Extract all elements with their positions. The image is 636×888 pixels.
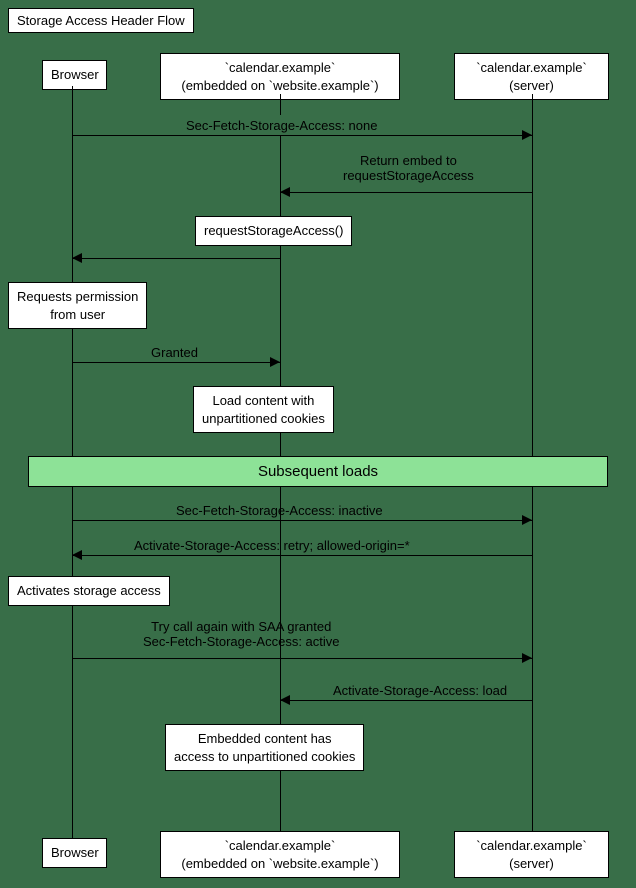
- arrow-m8: [280, 700, 532, 701]
- participant-server-bottom: `calendar.example` (server): [454, 831, 609, 878]
- msg-granted: Granted: [145, 342, 204, 363]
- arrow-m8-head: [280, 695, 290, 705]
- participant-browser-top: Browser: [42, 60, 107, 90]
- participant-browser-bottom: Browser: [42, 838, 107, 868]
- phase-subsequent-loads: Subsequent loads: [28, 456, 608, 487]
- arrow-m4-head: [270, 357, 280, 367]
- diagram-title: Storage Access Header Flow: [8, 8, 194, 33]
- arrow-m5-head: [522, 515, 532, 525]
- arrow-m1-head: [522, 130, 532, 140]
- arrow-m6-head: [72, 550, 82, 560]
- msg-activate-retry: Activate-Storage-Access: retry; allowed-…: [128, 535, 416, 556]
- msg-sec-fetch-inactive: Sec-Fetch-Storage-Access: inactive: [170, 500, 389, 521]
- arrow-m6: [72, 555, 532, 556]
- arrow-m7-head: [522, 653, 532, 663]
- embed-label-b1: `calendar.example`: [225, 838, 336, 853]
- arrow-m3-head: [72, 253, 82, 263]
- arrow-m2: [280, 192, 532, 193]
- embed-label-2: (embedded on `website.example`): [181, 78, 378, 93]
- note-load-content: Load content with unpartitioned cookies: [193, 386, 334, 433]
- note-activates-storage: Activates storage access: [8, 576, 170, 606]
- arrow-m4: [72, 362, 280, 363]
- note-embedded-access: Embedded content has access to unpartiti…: [165, 724, 364, 771]
- msg-sec-fetch-none: Sec-Fetch-Storage-Access: none: [180, 115, 383, 136]
- embed-label-1: `calendar.example`: [225, 60, 336, 75]
- participant-embed-bottom: `calendar.example` (embedded on `website…: [160, 831, 400, 878]
- arrow-m3: [72, 258, 280, 259]
- msg-return-embed: Return embed to requestStorageAccess: [337, 150, 480, 186]
- msg-try-again: Try call again with SAA granted Sec-Fetc…: [137, 616, 346, 652]
- server-label-b2: (server): [509, 856, 554, 871]
- server-label-1: `calendar.example`: [476, 60, 587, 75]
- arrow-m2-head: [280, 187, 290, 197]
- msg-activate-load: Activate-Storage-Access: load: [327, 680, 513, 701]
- arrow-m1: [72, 135, 532, 136]
- embed-label-b2: (embedded on `website.example`): [181, 856, 378, 871]
- server-label-b1: `calendar.example`: [476, 838, 587, 853]
- note-requests-permission: Requests permission from user: [8, 282, 147, 329]
- server-label-2: (server): [509, 78, 554, 93]
- arrow-m7: [72, 658, 532, 659]
- arrow-m5: [72, 520, 532, 521]
- note-request-storage-access: requestStorageAccess(): [195, 216, 352, 246]
